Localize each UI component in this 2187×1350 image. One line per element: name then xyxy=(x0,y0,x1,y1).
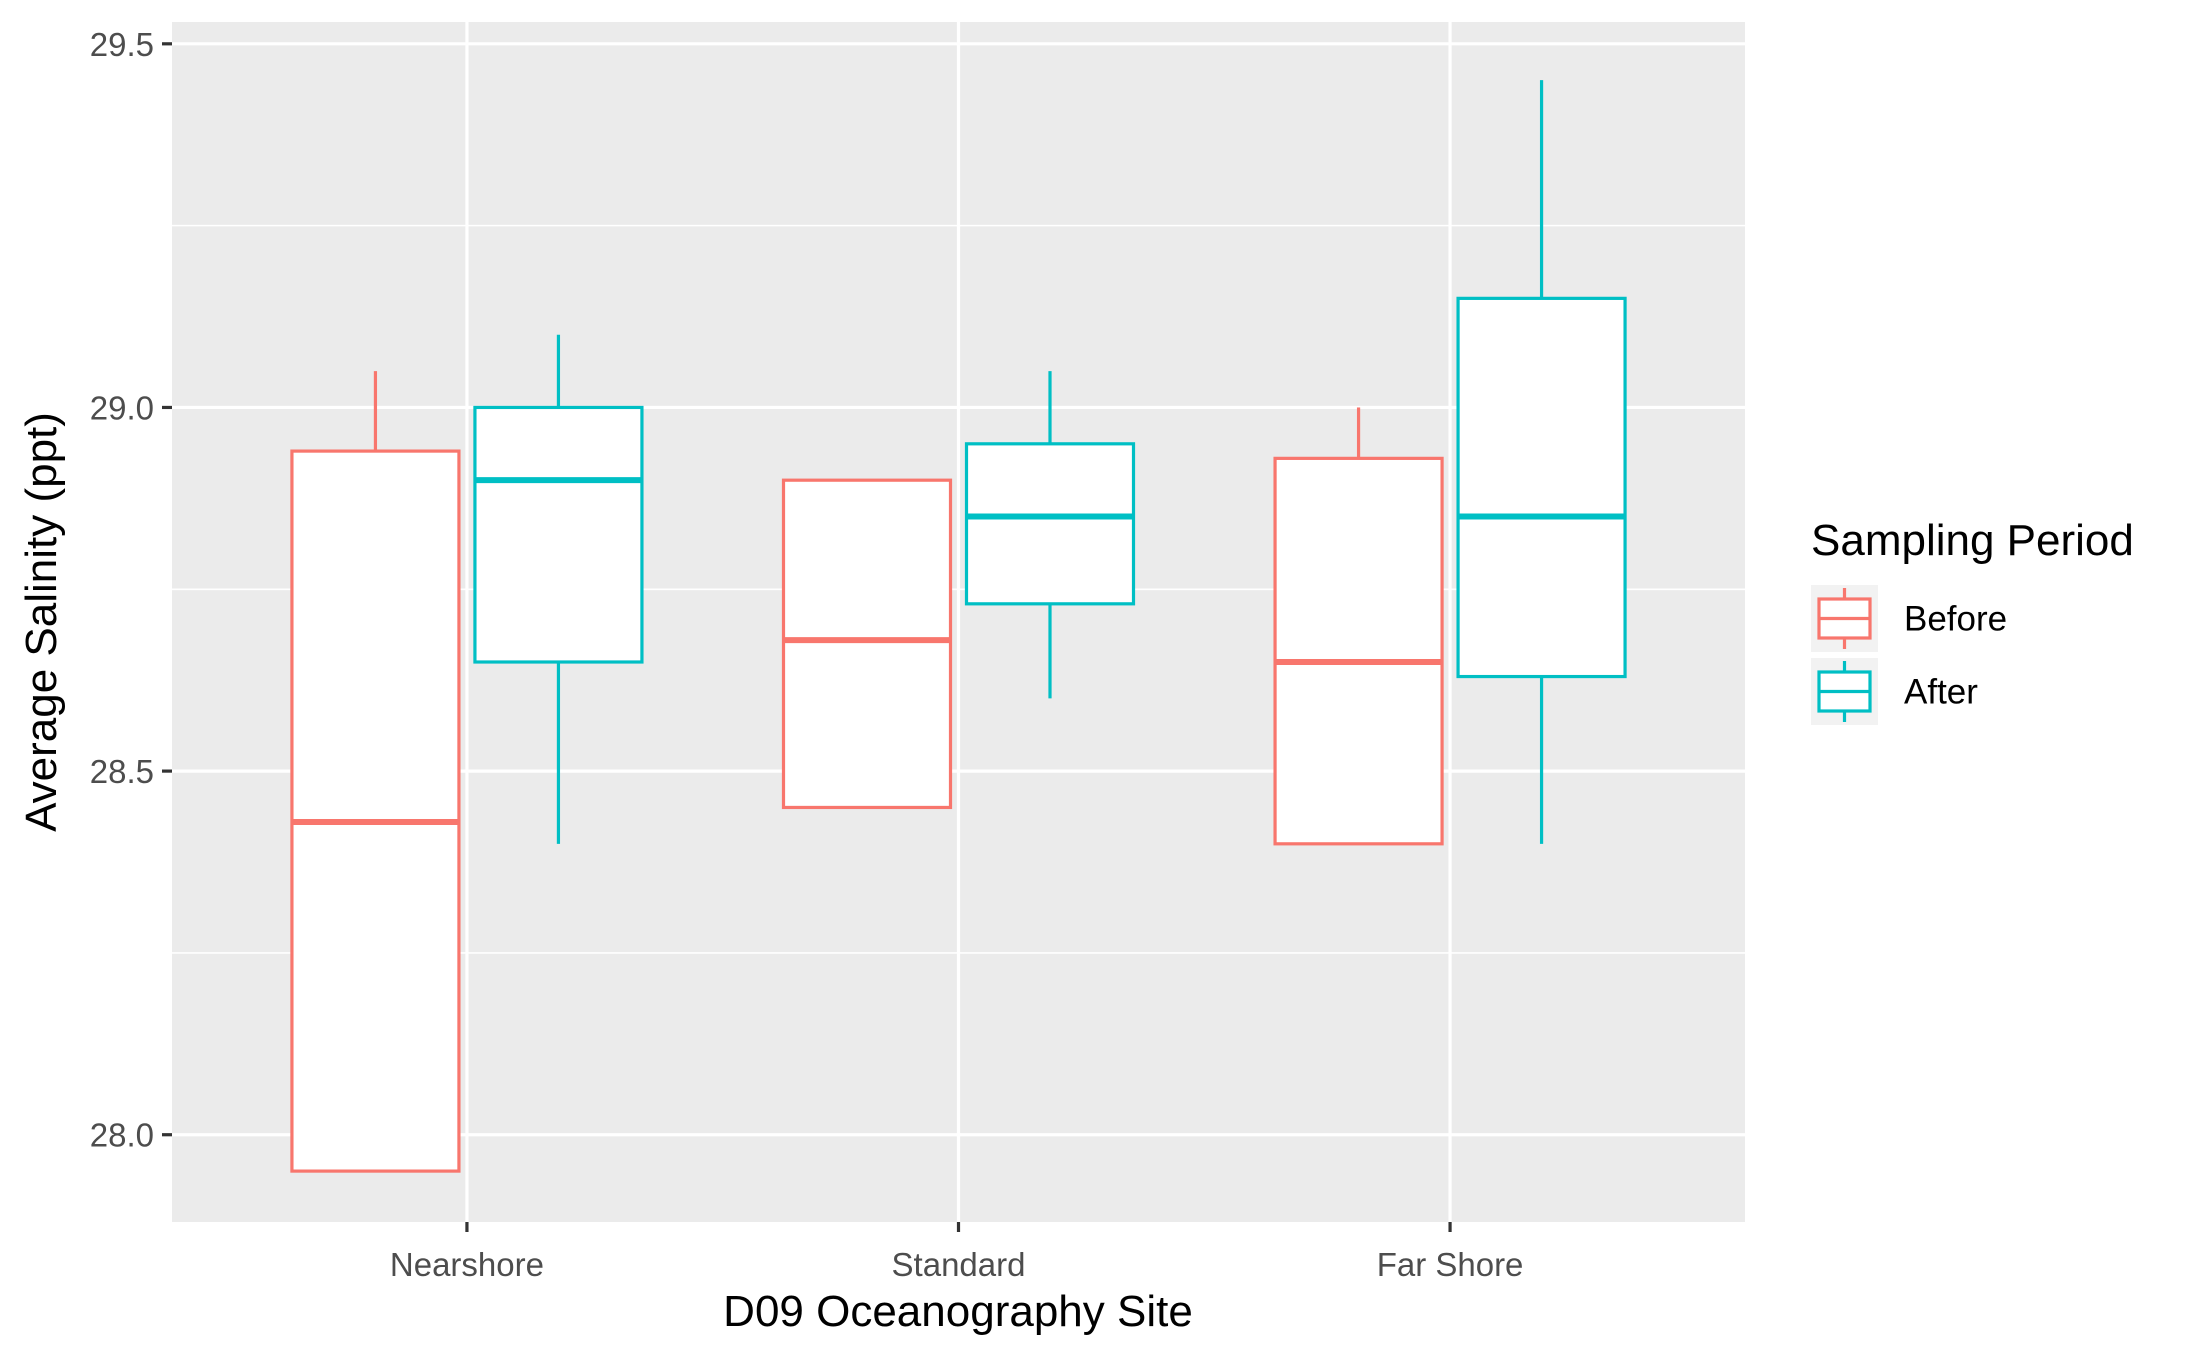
y-tick-label: 29.5 xyxy=(90,26,154,63)
legend-label: After xyxy=(1904,673,1978,712)
y-tick-label: 28.5 xyxy=(90,753,154,790)
box-before-standard xyxy=(781,478,953,810)
y-tick-label: 28.0 xyxy=(90,1117,154,1154)
box-before-far-shore xyxy=(1273,407,1444,846)
box-layer xyxy=(290,80,1627,1173)
box-iqr xyxy=(781,478,953,810)
y-axis: 28.0 28.5 29.0 29.5 xyxy=(90,26,172,1154)
y-axis-title: Average Salinity (ppt) xyxy=(17,412,66,832)
x-tick-label: Far Shore xyxy=(1377,1246,1524,1283)
box-iqr xyxy=(1273,456,1444,846)
legend-title: Sampling Period xyxy=(1811,516,2134,565)
x-axis-title: D09 Oceanography Site xyxy=(723,1287,1193,1336)
legend: Sampling Period Before After xyxy=(1811,516,2134,725)
box-before-nearshore xyxy=(290,371,461,1173)
y-tick-label: 29.0 xyxy=(90,389,154,426)
x-axis: Nearshore Standard Far Shore xyxy=(390,1222,1524,1283)
box-after-standard xyxy=(964,371,1136,699)
box-after-far-shore xyxy=(1456,80,1627,844)
box-iqr xyxy=(473,405,644,664)
box-iqr xyxy=(290,449,461,1173)
x-tick-label: Standard xyxy=(892,1246,1026,1283)
box-after-nearshore xyxy=(473,334,644,844)
legend-label: Before xyxy=(1904,600,2007,639)
x-tick-label: Nearshore xyxy=(390,1246,544,1283)
box-iqr xyxy=(1456,296,1627,679)
box-iqr xyxy=(964,442,1136,606)
legend-item-after: After xyxy=(1811,658,1978,725)
legend-item-before: Before xyxy=(1811,585,2007,652)
